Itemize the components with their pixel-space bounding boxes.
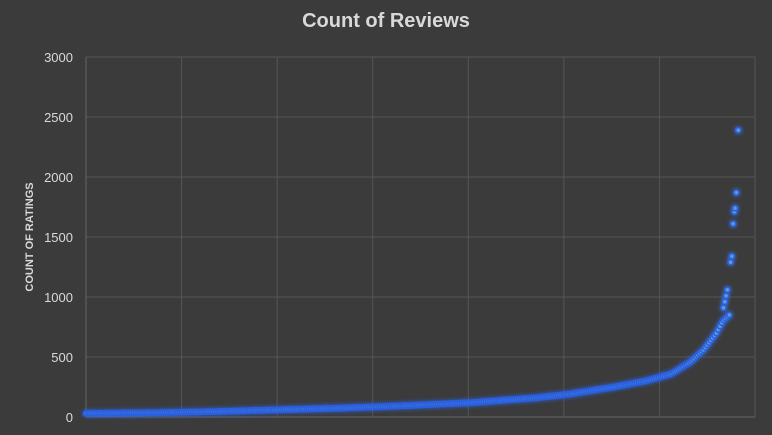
chart-title: Count of Reviews — [302, 10, 470, 32]
y-tick-label: 0 — [66, 410, 73, 425]
y-tick-label: 1500 — [44, 230, 73, 245]
data-point — [728, 252, 736, 260]
data-point — [721, 298, 729, 306]
y-tick-labels: 0 500 1000 1500 2000 2500 3000 — [44, 50, 73, 425]
data-point — [732, 189, 740, 196]
data-points — [82, 126, 742, 417]
y-tick-label: 2000 — [44, 170, 73, 185]
data-point — [734, 126, 742, 134]
y-tick-label: 2500 — [44, 110, 73, 125]
y-tick-label: 1000 — [44, 290, 73, 305]
y-tick-label: 3000 — [44, 50, 73, 65]
axis-layer — [85, 57, 755, 418]
data-point — [729, 220, 737, 228]
data-point — [725, 311, 733, 319]
data-point — [723, 286, 731, 294]
y-tick-label: 500 — [51, 350, 73, 365]
data-point — [720, 304, 727, 312]
data-point — [727, 258, 734, 266]
data-point — [722, 292, 730, 300]
data-point — [731, 204, 739, 212]
grid-layer — [86, 56, 756, 418]
